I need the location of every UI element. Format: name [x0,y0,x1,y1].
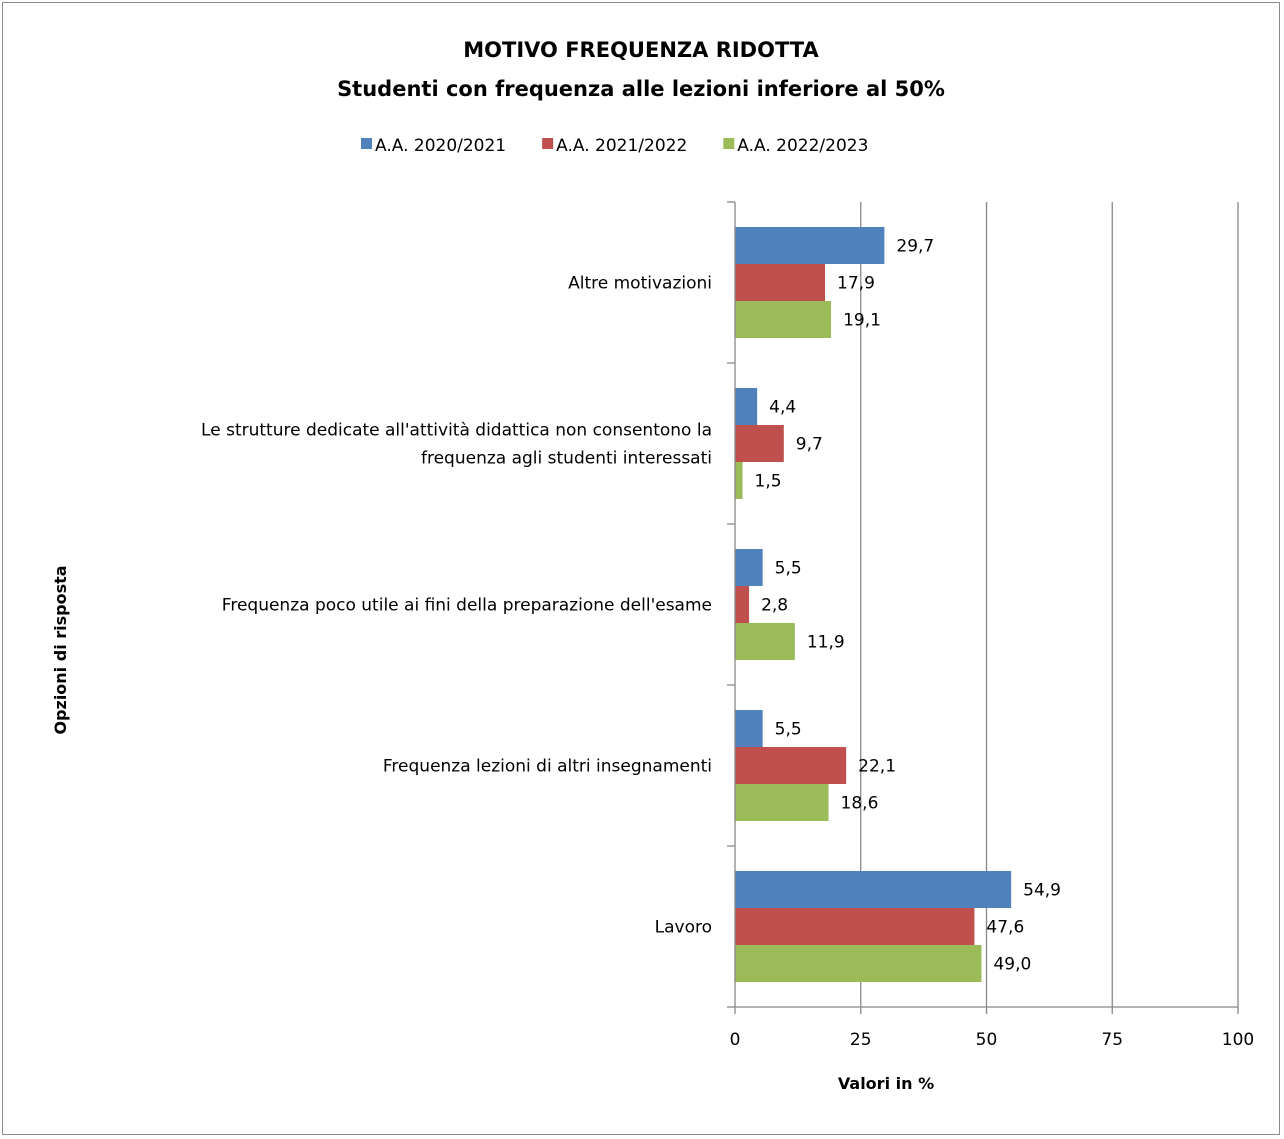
category-label: Altre motivazioni [568,274,712,294]
bar [735,425,784,462]
data-label: 54,9 [1023,881,1061,901]
category-label: Lavoro [655,918,712,938]
x-tick-label: 50 [976,1030,998,1050]
x-tick-label: 100 [1222,1030,1254,1050]
bar [735,784,829,821]
category-labels: Altre motivazioni Le strutture dedicate a… [201,274,712,938]
legend-swatch [542,138,554,149]
y-axis-title: Opzioni di risposta [51,565,70,734]
legend-label: A.A. 2021/2022 [556,136,687,156]
data-labels: 29,7 17,9 19,1 4,49,7 1,5 5,5 2,8 11,9 5,5 22,1 18… [755,237,1061,975]
x-tick-label: 0 [730,1030,741,1050]
data-label: 47,6 [986,918,1024,938]
bar [735,908,975,945]
bar [735,586,750,623]
category-label: Frequenza poco utile ai fini della prepa… [222,596,712,616]
category-label: Frequenza lezioni di altri insegnamenti [383,757,712,777]
legend-label: A.A. 2022/2023 [737,136,868,156]
bar [735,227,885,264]
x-axis-title: Valori in % [838,1074,934,1093]
data-label: 29,7 [896,237,934,257]
data-label: 5,5 [775,720,802,740]
data-label: 22,1 [858,757,896,777]
x-tick-label: 25 [850,1030,872,1050]
data-label: 2,8 [761,596,788,616]
data-label: 4,4 [769,398,796,418]
data-label: 19,1 [843,311,881,331]
chart-subtitle: Studenti con frequenza alle lezioni infe… [337,77,945,101]
category-label: Le strutture dedicate all'attività didat… [201,421,712,441]
data-label: 1,5 [755,472,782,492]
bar [735,747,847,784]
data-label: 11,9 [807,633,845,653]
bar [735,462,743,499]
bar [735,301,832,338]
data-label: 9,7 [796,435,823,455]
data-label: 5,5 [775,559,802,579]
bar [735,264,826,301]
legend-swatch [723,138,735,149]
bar [735,623,795,660]
category-label: frequenza agli studenti interessati [421,449,712,469]
legend-swatch [361,138,372,149]
legend: A.A. 2020/2021 A.A. 2021/2022 A.A. 2022/20… [361,136,868,156]
bar [735,388,758,425]
legend-label: A.A. 2020/2021 [375,136,506,156]
bar [735,710,763,747]
chart-title: MOTIVO FREQUENZA RIDOTTA [463,38,819,62]
bar [735,945,982,982]
axes: 0 25 50 75 100 [727,201,1254,1050]
data-label: 18,6 [841,794,879,814]
data-label: 17,9 [837,274,875,294]
bar [735,549,763,586]
bars [735,227,1012,982]
bar [735,871,1012,908]
x-tick-label: 75 [1101,1030,1123,1050]
data-label: 49,0 [993,955,1031,975]
